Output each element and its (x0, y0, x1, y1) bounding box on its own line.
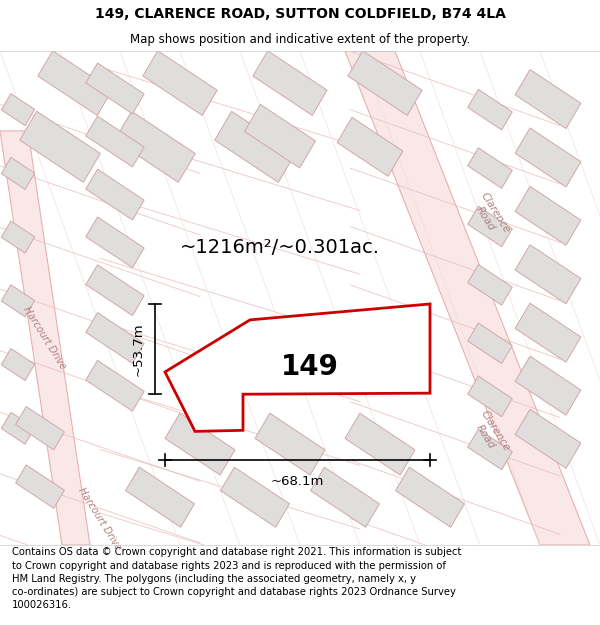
Polygon shape (16, 465, 64, 508)
Polygon shape (86, 169, 144, 220)
Polygon shape (1, 412, 35, 444)
Polygon shape (515, 409, 581, 468)
Text: ~68.1m: ~68.1m (271, 475, 324, 488)
Polygon shape (86, 312, 144, 363)
Polygon shape (1, 158, 35, 189)
Polygon shape (345, 413, 415, 475)
Polygon shape (515, 245, 581, 304)
Polygon shape (165, 304, 430, 431)
Polygon shape (1, 94, 35, 126)
Polygon shape (1, 221, 35, 253)
Polygon shape (468, 148, 512, 188)
Polygon shape (468, 323, 512, 364)
Polygon shape (468, 89, 512, 130)
Polygon shape (311, 468, 379, 528)
Polygon shape (215, 111, 295, 182)
Polygon shape (468, 376, 512, 417)
Polygon shape (1, 349, 35, 381)
Text: Clarence
Road: Clarence Road (469, 191, 511, 241)
Polygon shape (348, 51, 422, 116)
Polygon shape (244, 104, 316, 168)
Polygon shape (515, 128, 581, 187)
Polygon shape (468, 206, 512, 247)
Polygon shape (86, 217, 144, 268)
Text: ~53.7m: ~53.7m (132, 322, 145, 376)
Polygon shape (1, 285, 35, 317)
Polygon shape (165, 413, 235, 475)
Text: Contains OS data © Crown copyright and database right 2021. This information is : Contains OS data © Crown copyright and d… (12, 548, 461, 610)
Polygon shape (125, 468, 194, 528)
Polygon shape (468, 264, 512, 305)
Polygon shape (86, 265, 144, 316)
Polygon shape (515, 303, 581, 362)
Text: Map shows position and indicative extent of the property.: Map shows position and indicative extent… (130, 34, 470, 46)
Text: Harcourt Drive: Harcourt Drive (77, 486, 123, 552)
Polygon shape (515, 69, 581, 129)
Text: 149: 149 (280, 353, 338, 381)
Polygon shape (16, 406, 64, 450)
Polygon shape (221, 468, 289, 528)
Polygon shape (337, 118, 403, 176)
Polygon shape (86, 63, 144, 114)
Polygon shape (468, 429, 512, 470)
Polygon shape (395, 468, 464, 528)
Polygon shape (86, 361, 144, 411)
Polygon shape (255, 413, 325, 475)
Polygon shape (0, 131, 90, 545)
Polygon shape (515, 186, 581, 246)
Polygon shape (86, 116, 144, 167)
Polygon shape (20, 111, 100, 182)
Polygon shape (345, 51, 590, 545)
Text: Harcourt Drive: Harcourt Drive (22, 305, 68, 371)
Polygon shape (253, 51, 327, 116)
Polygon shape (115, 111, 195, 182)
Polygon shape (515, 356, 581, 415)
Text: Clarence
Road: Clarence Road (469, 408, 511, 459)
Text: 149, CLARENCE ROAD, SUTTON COLDFIELD, B74 4LA: 149, CLARENCE ROAD, SUTTON COLDFIELD, B7… (95, 8, 505, 21)
Text: ~1216m²/~0.301ac.: ~1216m²/~0.301ac. (180, 238, 380, 258)
Polygon shape (38, 51, 112, 116)
Polygon shape (143, 51, 217, 116)
